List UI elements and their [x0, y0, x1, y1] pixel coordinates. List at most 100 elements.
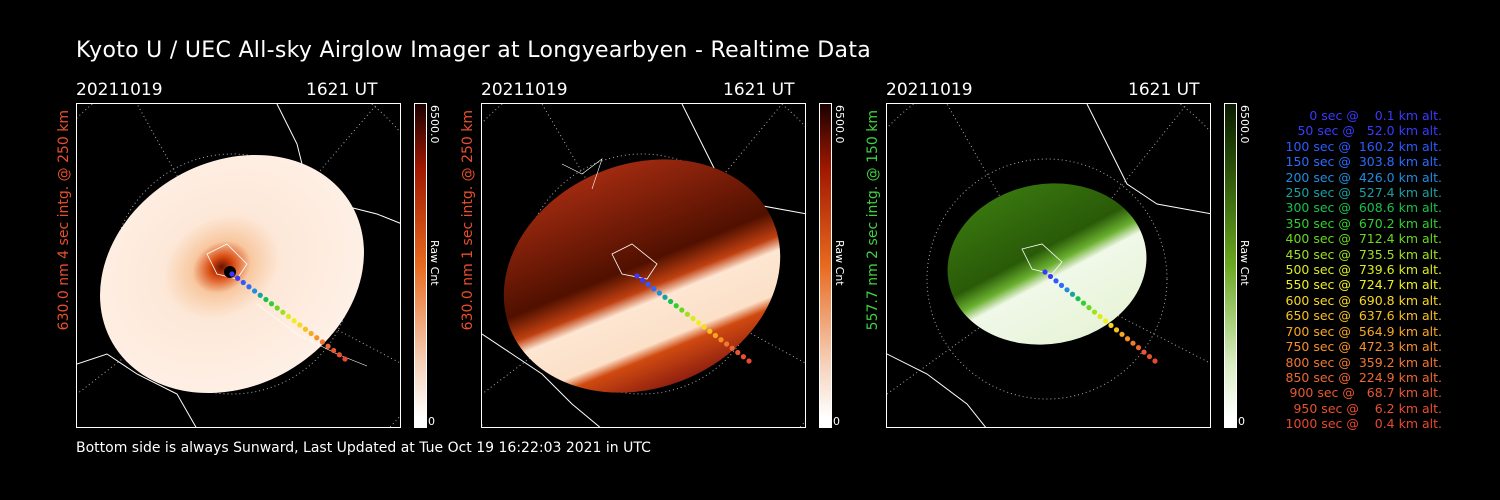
- trajectory-point: [325, 343, 331, 349]
- legend-row: 700 sec @ 564.9 km alt.: [1281, 323, 1443, 339]
- trajectory-point: [331, 347, 337, 354]
- trajectory-point: [246, 284, 252, 290]
- panel-2-date: 20211019: [481, 80, 568, 100]
- trajectory-point: [1152, 358, 1158, 364]
- trajectory-point: [274, 305, 280, 311]
- trajectory-point: [1064, 287, 1070, 293]
- trajectory-point: [735, 349, 741, 356]
- trajectory-point: [1047, 273, 1054, 280]
- panel-1-trajectory: [229, 271, 348, 362]
- legend-row: 850 sec @ 224.9 km alt.: [1281, 369, 1443, 385]
- trajectory-point: [1102, 318, 1109, 324]
- panel-3-side-label: 557.7 nm 2 sec intg. @ 150 km: [865, 110, 881, 331]
- panel-2-map: [481, 103, 806, 428]
- legend-row: 350 sec @ 670.2 km alt.: [1281, 215, 1443, 231]
- panel-2-cbar-unit: Raw Cnt: [833, 240, 846, 286]
- trajectory-point: [1069, 291, 1076, 297]
- trajectory-point: [1086, 305, 1092, 311]
- trajectory-point: [746, 358, 752, 364]
- trajectory-point: [707, 328, 713, 334]
- panel-3-cbar-min: 0: [1238, 415, 1245, 428]
- legend-row: 450 sec @ 735.5 km alt.: [1281, 246, 1443, 262]
- legend-row: 600 sec @ 690.8 km alt.: [1281, 292, 1443, 308]
- trajectory-point: [640, 277, 646, 283]
- trajectory-point: [1042, 269, 1048, 275]
- trajectory-point: [1091, 309, 1098, 315]
- panel-1-cbar-unit: Raw Cnt: [428, 240, 441, 286]
- trajectory-legend: 0 sec @ 0.1 km alt. 50 sec @ 52.0 km alt…: [1262, 108, 1443, 432]
- legend-row: 200 sec @ 426.0 km alt.: [1281, 169, 1443, 185]
- trajectory-point: [740, 354, 746, 360]
- panel-2-time: 1621 UT: [723, 80, 795, 100]
- trajectory-point: [668, 298, 674, 305]
- trajectory-point: [1141, 349, 1147, 355]
- trajectory-point: [1130, 340, 1136, 346]
- legend-row: 800 sec @ 359.2 km alt.: [1281, 354, 1443, 370]
- trajectory-point: [263, 296, 269, 303]
- legend-row: 300 sec @ 608.6 km alt.: [1281, 200, 1443, 216]
- trajectory-point: [712, 332, 718, 339]
- legend-row: 1000 sec @ 0.4 km alt.: [1285, 416, 1442, 432]
- trajectory-point: [1119, 331, 1125, 337]
- panel-1-time: 1621 UT: [306, 80, 378, 100]
- legend-row: 0 sec @ 0.1 km alt.: [1297, 108, 1442, 123]
- trajectory-point: [302, 326, 309, 332]
- trajectory-point: [240, 279, 246, 286]
- trajectory-point: [656, 290, 662, 296]
- trajectory-point: [718, 337, 724, 343]
- panel-1-cbar-min: 0: [428, 415, 435, 428]
- panel-3-trajectory: [1042, 269, 1158, 364]
- legend-row: 950 sec @ 6.2 km alt.: [1289, 400, 1442, 416]
- trajectory-point: [673, 303, 679, 309]
- panel-2-colorbar: [819, 103, 832, 428]
- legend-row: 50 sec @ 52.0 km alt.: [1289, 123, 1442, 139]
- panel-2-cbar-min: 0: [833, 415, 840, 428]
- trajectory-point: [724, 341, 730, 347]
- legend-row: 150 sec @ 303.8 km alt.: [1281, 154, 1443, 170]
- trajectory-point: [701, 324, 707, 330]
- legend-row: 500 sec @ 739.6 km alt.: [1281, 262, 1443, 278]
- legend-row: 400 sec @ 712.4 km alt.: [1281, 231, 1443, 247]
- trajectory-point: [651, 286, 657, 292]
- panel-3-colorbar: [1224, 103, 1237, 428]
- trajectory-point: [1124, 336, 1131, 342]
- panel-3-map: [886, 103, 1211, 428]
- trajectory-point: [662, 294, 668, 300]
- panel-1-colorbar: [414, 103, 427, 428]
- legend-row: 250 sec @ 527.4 km alt.: [1281, 185, 1443, 201]
- legend-row: 550 sec @ 724.7 km alt.: [1281, 277, 1443, 293]
- trajectory-point: [1146, 353, 1153, 360]
- panel-3-cbar-max: 6500.0: [1238, 105, 1251, 144]
- trajectory-point: [235, 275, 241, 281]
- trajectory-point: [229, 271, 235, 277]
- trajectory-point: [314, 335, 320, 341]
- panel-3-cbar-unit: Raw Cnt: [1238, 240, 1251, 286]
- trajectory-point: [1080, 300, 1087, 306]
- trajectory-point: [297, 322, 303, 328]
- panel-2-trajectory: [634, 273, 752, 364]
- footer-note: Bottom side is always Sunward, Last Upda…: [76, 440, 651, 456]
- trajectory-point: [257, 292, 263, 298]
- trajectory-point: [1108, 322, 1114, 328]
- page-title: Kyoto U / UEC All-sky Airglow Imager at …: [76, 38, 872, 63]
- trajectory-point: [679, 307, 685, 313]
- trajectory-point: [285, 313, 292, 320]
- panel-1-side-label: 630.0 nm 4 sec intg. @ 250 km: [56, 110, 72, 331]
- trajectory-point: [1113, 327, 1120, 333]
- trajectory-point: [342, 356, 348, 362]
- trajectory-point: [690, 315, 696, 322]
- trajectory-point: [1135, 345, 1142, 351]
- panel-3-time: 1621 UT: [1128, 80, 1200, 100]
- trajectory-point: [696, 320, 702, 326]
- trajectory-point: [729, 345, 735, 351]
- legend-row: 100 sec @ 160.2 km alt.: [1281, 138, 1443, 154]
- trajectory-point: [319, 339, 325, 345]
- panel-1-cbar-max: 6500.0: [428, 105, 441, 144]
- legend-row: 650 sec @ 637.6 km alt.: [1281, 308, 1443, 324]
- legend-row: 900 sec @ 68.7 km alt.: [1285, 385, 1442, 401]
- trajectory-point: [684, 311, 690, 317]
- panel-1-date: 20211019: [76, 80, 163, 100]
- panel-1-map: [76, 103, 401, 428]
- trajectory-point: [252, 288, 258, 294]
- trajectory-point: [645, 281, 651, 288]
